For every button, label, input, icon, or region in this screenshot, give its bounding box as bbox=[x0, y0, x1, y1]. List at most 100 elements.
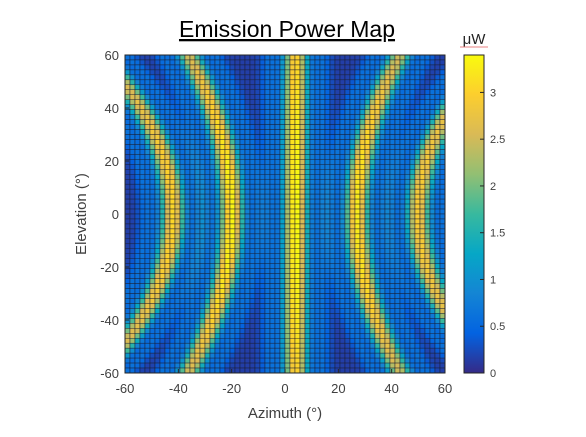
heatmap-cell bbox=[409, 323, 416, 329]
heatmap-cell bbox=[129, 213, 136, 220]
heatmap-cell bbox=[314, 263, 321, 269]
heatmap-cell bbox=[179, 203, 186, 210]
heatmap-cell bbox=[314, 198, 321, 205]
heatmap-cell bbox=[159, 89, 166, 95]
heatmap-cell bbox=[334, 159, 341, 165]
heatmap-cell bbox=[269, 273, 276, 279]
heatmap-cell bbox=[329, 208, 336, 215]
heatmap-cell bbox=[184, 228, 191, 235]
heatmap-cell bbox=[294, 342, 301, 349]
heatmap-cell bbox=[339, 337, 346, 344]
heatmap-cell bbox=[409, 308, 416, 314]
heatmap-cell bbox=[274, 149, 281, 155]
heatmap-cell bbox=[219, 203, 226, 210]
heatmap-cell bbox=[194, 164, 201, 170]
heatmap-cell bbox=[179, 288, 186, 294]
heatmap-cell bbox=[339, 139, 346, 145]
heatmap-cell bbox=[234, 333, 241, 339]
heatmap-cell bbox=[184, 352, 191, 359]
heatmap-cell bbox=[169, 104, 176, 110]
heatmap-cell bbox=[239, 114, 246, 120]
heatmap-cell bbox=[244, 323, 251, 329]
heatmap-cell bbox=[124, 233, 131, 240]
y-tick-label: -40 bbox=[100, 313, 119, 328]
heatmap-cell bbox=[329, 79, 336, 86]
heatmap-cell bbox=[424, 352, 431, 359]
heatmap-cell bbox=[289, 362, 296, 369]
heatmap-cell bbox=[274, 74, 281, 81]
heatmap-cell bbox=[434, 84, 441, 91]
heatmap-cell bbox=[364, 228, 371, 235]
heatmap-cell bbox=[234, 323, 241, 329]
heatmap-cell bbox=[274, 178, 281, 185]
heatmap-cell bbox=[389, 159, 396, 165]
heatmap-cell bbox=[319, 94, 326, 100]
heatmap-cell bbox=[439, 248, 446, 254]
heatmap-cell bbox=[274, 328, 281, 334]
heatmap-cell bbox=[259, 223, 266, 230]
heatmap-cell bbox=[164, 352, 171, 359]
heatmap-cell bbox=[434, 223, 441, 230]
heatmap-cell bbox=[134, 114, 141, 120]
heatmap-cell bbox=[294, 357, 301, 364]
heatmap-cell bbox=[194, 104, 201, 110]
heatmap-cell bbox=[429, 362, 436, 369]
heatmap-cell bbox=[179, 124, 186, 130]
heatmap-cell bbox=[174, 134, 181, 140]
heatmap-cell bbox=[319, 124, 326, 130]
heatmap-cell bbox=[399, 337, 406, 344]
heatmap-cell bbox=[149, 352, 156, 359]
heatmap-cell bbox=[389, 144, 396, 150]
heatmap-cell bbox=[134, 64, 141, 71]
heatmap-cell bbox=[284, 144, 291, 150]
heatmap-cell bbox=[184, 308, 191, 314]
heatmap-cell bbox=[149, 159, 156, 165]
y-tick-label: -20 bbox=[100, 260, 119, 275]
heatmap-cell bbox=[139, 288, 146, 294]
heatmap-cell bbox=[359, 208, 366, 215]
heatmap-cell bbox=[379, 352, 386, 359]
heatmap-cell bbox=[279, 144, 286, 150]
heatmap-cell bbox=[144, 114, 151, 120]
heatmap-cell bbox=[264, 134, 271, 140]
heatmap-cell bbox=[189, 313, 196, 319]
heatmap-cell bbox=[324, 328, 331, 334]
heatmap-cell bbox=[379, 328, 386, 334]
heatmap-cell bbox=[229, 278, 236, 284]
heatmap-cell bbox=[349, 54, 356, 61]
heatmap-cell bbox=[439, 64, 446, 71]
heatmap-cell bbox=[414, 129, 421, 135]
heatmap-cell bbox=[419, 342, 426, 349]
heatmap-cell bbox=[389, 313, 396, 319]
heatmap-cell bbox=[264, 74, 271, 81]
heatmap-cell bbox=[269, 223, 276, 230]
heatmap-cell bbox=[434, 313, 441, 319]
heatmap-cell bbox=[179, 94, 186, 100]
heatmap-cell bbox=[374, 337, 381, 344]
heatmap-cell bbox=[224, 273, 231, 279]
heatmap-cell bbox=[124, 69, 131, 76]
heatmap-cell bbox=[384, 273, 391, 279]
heatmap-cell bbox=[274, 308, 281, 314]
heatmap-cell bbox=[334, 208, 341, 215]
heatmap-cell bbox=[234, 84, 241, 91]
heatmap-cell bbox=[299, 213, 306, 220]
heatmap-cell bbox=[269, 303, 276, 309]
heatmap-cell bbox=[134, 223, 141, 230]
heatmap-cell bbox=[324, 313, 331, 319]
heatmap-cell bbox=[249, 337, 256, 344]
heatmap-cell bbox=[374, 357, 381, 364]
heatmap-cell bbox=[299, 218, 306, 225]
heatmap-cell bbox=[184, 268, 191, 274]
heatmap-cell bbox=[209, 164, 216, 170]
heatmap-cell bbox=[269, 69, 276, 76]
heatmap-cell bbox=[304, 268, 311, 274]
heatmap-cell bbox=[334, 79, 341, 86]
heatmap-cell bbox=[144, 303, 151, 309]
heatmap-cell bbox=[379, 104, 386, 110]
heatmap-cell bbox=[204, 253, 211, 259]
heatmap-cell bbox=[329, 362, 336, 369]
heatmap-cell bbox=[149, 313, 156, 319]
heatmap-cell bbox=[139, 114, 146, 120]
heatmap-cell bbox=[149, 362, 156, 369]
